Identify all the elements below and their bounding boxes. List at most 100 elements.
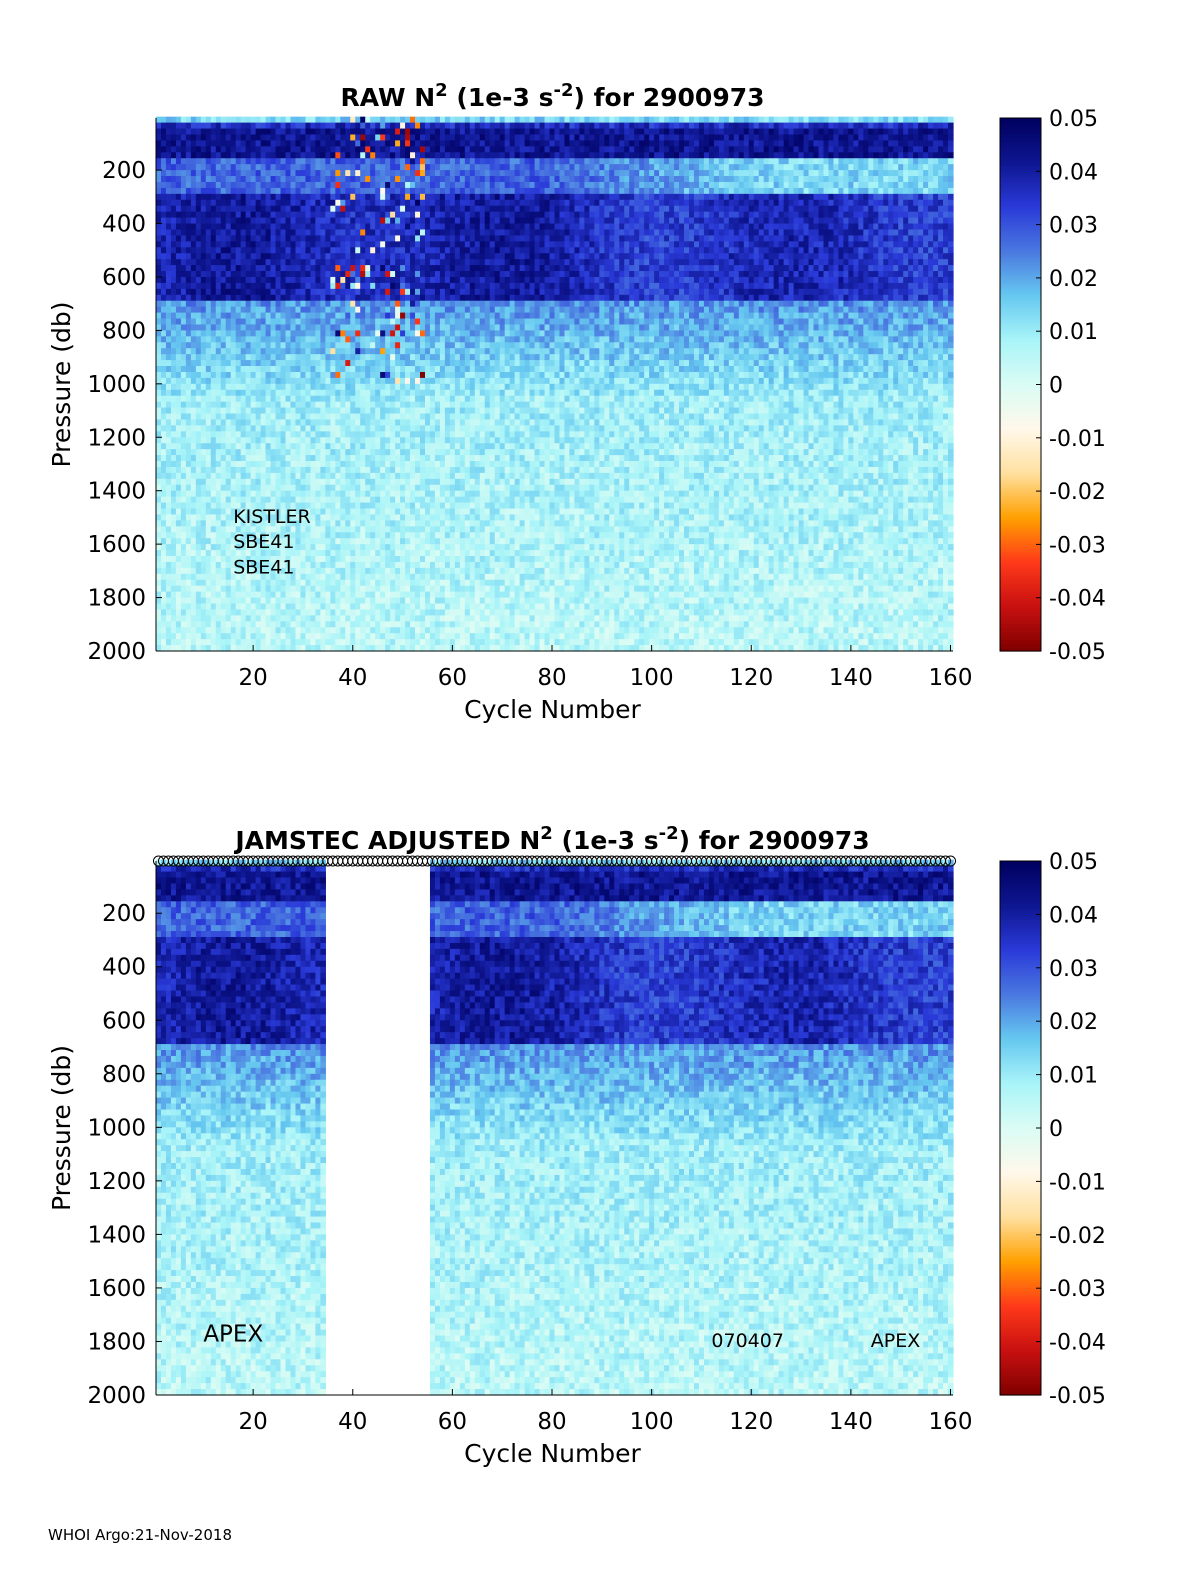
heatmap-cell — [166, 295, 172, 302]
heatmap-cell — [156, 194, 162, 201]
heatmap-cell — [156, 342, 162, 349]
heatmap-cell — [276, 473, 282, 480]
heatmap-cell — [340, 425, 346, 432]
heatmap-cell — [365, 146, 371, 153]
heatmap-cell — [345, 419, 351, 426]
heatmap-cell — [410, 556, 416, 563]
heatmap-cell — [286, 253, 292, 260]
heatmap-cell — [276, 419, 282, 426]
heatmap-cell — [400, 639, 406, 646]
heatmap-cell — [375, 360, 381, 367]
heatmap-cell — [385, 479, 391, 486]
heatmap-cell — [305, 443, 311, 450]
heatmap-cell — [231, 129, 237, 136]
heatmap-cell — [300, 307, 306, 314]
heatmap-cell — [310, 129, 316, 136]
heatmap-cell — [281, 259, 287, 266]
heatmap-cell — [211, 520, 217, 527]
heatmap-cell — [246, 259, 252, 266]
heatmap-cell — [176, 295, 182, 302]
heatmap-cell — [375, 212, 381, 219]
heatmap-cell — [196, 538, 202, 545]
heatmap-cell — [325, 520, 331, 527]
heatmap-cell — [320, 218, 326, 225]
heatmap-cell — [320, 212, 326, 219]
heatmap-cell — [191, 289, 197, 296]
heatmap-cell — [206, 241, 212, 248]
heatmap-cell — [216, 621, 222, 628]
heatmap-cell — [385, 218, 391, 225]
heatmap-cell — [385, 568, 391, 575]
heatmap-cell — [340, 247, 346, 254]
heatmap-cell — [355, 164, 361, 171]
heatmap-cell — [251, 627, 257, 634]
heatmap-cell — [335, 330, 341, 337]
heatmap-cell — [276, 604, 282, 611]
heatmap-cell — [156, 621, 162, 628]
heatmap-cell — [206, 247, 212, 254]
heatmap-cell — [276, 366, 282, 373]
heatmap-cell — [191, 503, 197, 510]
heatmap-cell — [161, 188, 167, 195]
heatmap-cell — [221, 443, 227, 450]
heatmap-cell — [385, 176, 391, 183]
heatmap-cell — [266, 176, 272, 183]
heatmap-cell — [320, 301, 326, 308]
heatmap-cell — [395, 277, 401, 284]
heatmap-cell — [365, 621, 371, 628]
heatmap-cell — [290, 324, 296, 331]
heatmap-cell — [360, 372, 366, 379]
heatmap-cell — [300, 283, 306, 290]
heatmap-cell — [191, 330, 197, 337]
heatmap-cell — [320, 372, 326, 379]
heatmap-cell — [281, 425, 287, 432]
heatmap-cell — [360, 532, 366, 539]
heatmap-cell — [420, 514, 426, 521]
heatmap-cell — [300, 574, 306, 581]
heatmap-cell — [395, 580, 401, 587]
heatmap-cell — [305, 158, 311, 165]
heatmap-cell — [405, 443, 411, 450]
heatmap-cell — [201, 402, 207, 409]
heatmap-cell — [186, 117, 192, 124]
heatmap-cell — [186, 443, 192, 450]
heatmap-cell — [181, 425, 187, 432]
heatmap-cell — [281, 354, 287, 361]
heatmap-cell — [355, 449, 361, 456]
heatmap-cell — [211, 485, 217, 492]
heatmap-cell — [156, 520, 162, 527]
heatmap-cell — [320, 479, 326, 486]
heatmap-cell — [246, 188, 252, 195]
heatmap-cell — [256, 295, 262, 302]
heatmap-cell — [405, 520, 411, 527]
heatmap-cell — [300, 378, 306, 385]
heatmap-cell — [325, 556, 331, 563]
heatmap-cell — [340, 473, 346, 480]
heatmap-cell — [385, 592, 391, 599]
heatmap-cell — [221, 372, 227, 379]
heatmap-cell — [315, 301, 321, 308]
heatmap-cell — [425, 330, 431, 337]
heatmap-cell — [181, 330, 187, 337]
heatmap-cell — [380, 639, 386, 646]
heatmap-cell — [370, 580, 376, 587]
heatmap-cell — [206, 224, 212, 231]
heatmap-cell — [295, 633, 301, 640]
heatmap-cell — [276, 188, 282, 195]
heatmap-cell — [365, 544, 371, 551]
heatmap-cell — [271, 324, 277, 331]
heatmap-cell — [181, 176, 187, 183]
heatmap-cell — [315, 449, 321, 456]
heatmap-cell — [171, 497, 177, 504]
heatmap-cell — [305, 182, 311, 189]
heatmap-cell — [171, 455, 177, 462]
heatmap-cell — [290, 182, 296, 189]
heatmap-cell — [171, 473, 177, 480]
heatmap-cell — [186, 241, 192, 248]
heatmap-cell — [325, 485, 331, 492]
heatmap-cell — [400, 319, 406, 326]
heatmap-cell — [176, 241, 182, 248]
heatmap-cell — [211, 206, 217, 213]
heatmap-cell — [281, 604, 287, 611]
heatmap-cell — [400, 218, 406, 225]
